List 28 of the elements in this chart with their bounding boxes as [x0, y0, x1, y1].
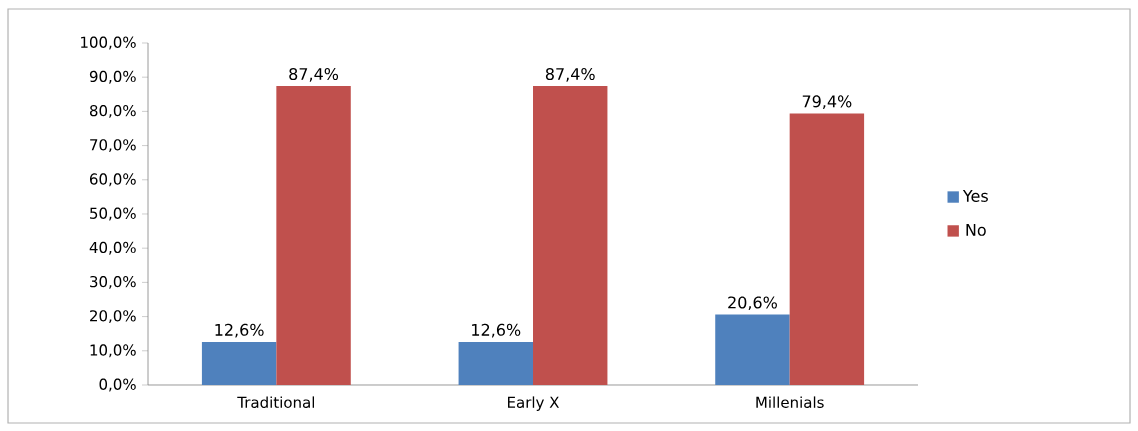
y-tick-label: 60,0%	[89, 173, 136, 187]
bar	[276, 86, 351, 385]
y-tick-label: 100,0%	[81, 36, 136, 50]
bar	[789, 113, 865, 385]
data-label: 79,4%	[802, 95, 852, 110]
bar	[533, 86, 608, 385]
data-label: 87,4%	[545, 67, 595, 82]
y-tick-label: 80,0%	[89, 104, 136, 118]
y-tick-label: 50,0%	[90, 207, 136, 221]
bar	[201, 341, 277, 385]
legend-label: No	[966, 223, 986, 236]
data-label: 20,6%	[728, 296, 777, 311]
data-label: 12,6%	[215, 323, 264, 338]
y-tick-label: 10,0%	[90, 344, 136, 358]
data-label: 12,6%	[472, 323, 521, 338]
x-tick-label: Millenials	[756, 396, 824, 408]
y-tick-label: 40,0%	[89, 241, 136, 255]
x-tick-label: Early X	[508, 396, 560, 411]
bar	[458, 341, 534, 385]
y-tick-label: 0,0%	[99, 378, 136, 392]
y-tick-label: 70,0%	[90, 139, 136, 153]
x-tick-label: Traditional	[237, 396, 315, 408]
bar	[715, 314, 790, 385]
y-tick-label: 30,0%	[90, 275, 136, 289]
data-label: 87,4%	[289, 67, 339, 82]
y-tick-label: 20,0%	[90, 310, 136, 324]
y-tick-label: 90,0%	[89, 70, 136, 84]
legend-label: Yes	[962, 190, 988, 202]
